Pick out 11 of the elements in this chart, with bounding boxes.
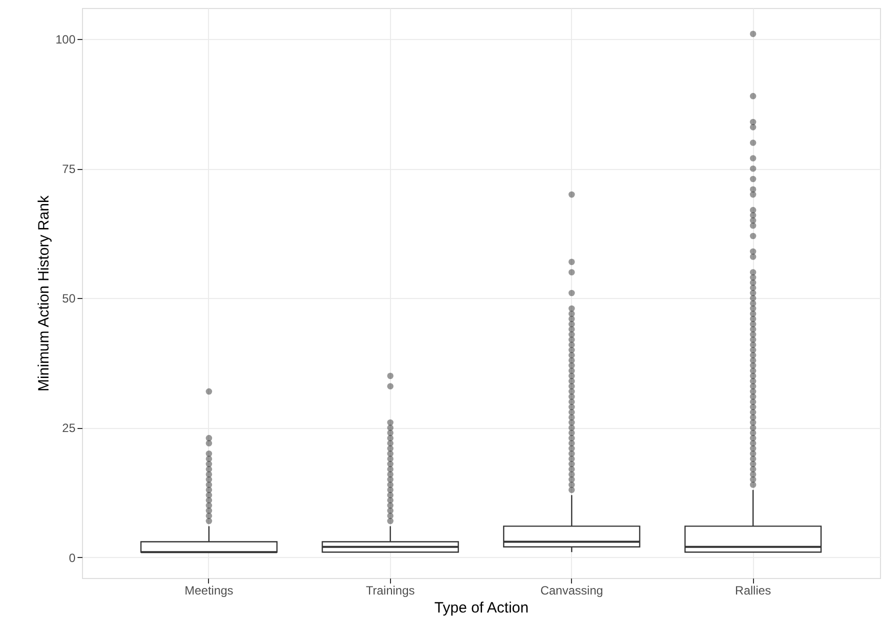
y-tick-label: 0 — [68, 550, 76, 565]
x-tick-label: Trainings — [366, 584, 415, 598]
y-tick-label: 100 — [55, 32, 76, 47]
y-tick-label: 50 — [62, 292, 76, 306]
x-tick-label: Canvassing — [540, 584, 604, 598]
y-axis-title: Minimum Action History Rank — [35, 195, 52, 392]
x-tick-label: Meetings — [184, 584, 234, 598]
x-axis-title: Type of Action — [434, 600, 529, 616]
y-tick-label: 25 — [62, 421, 76, 436]
x-tick-label: Rallies — [735, 584, 772, 598]
y-tick-label: 75 — [62, 162, 76, 176]
